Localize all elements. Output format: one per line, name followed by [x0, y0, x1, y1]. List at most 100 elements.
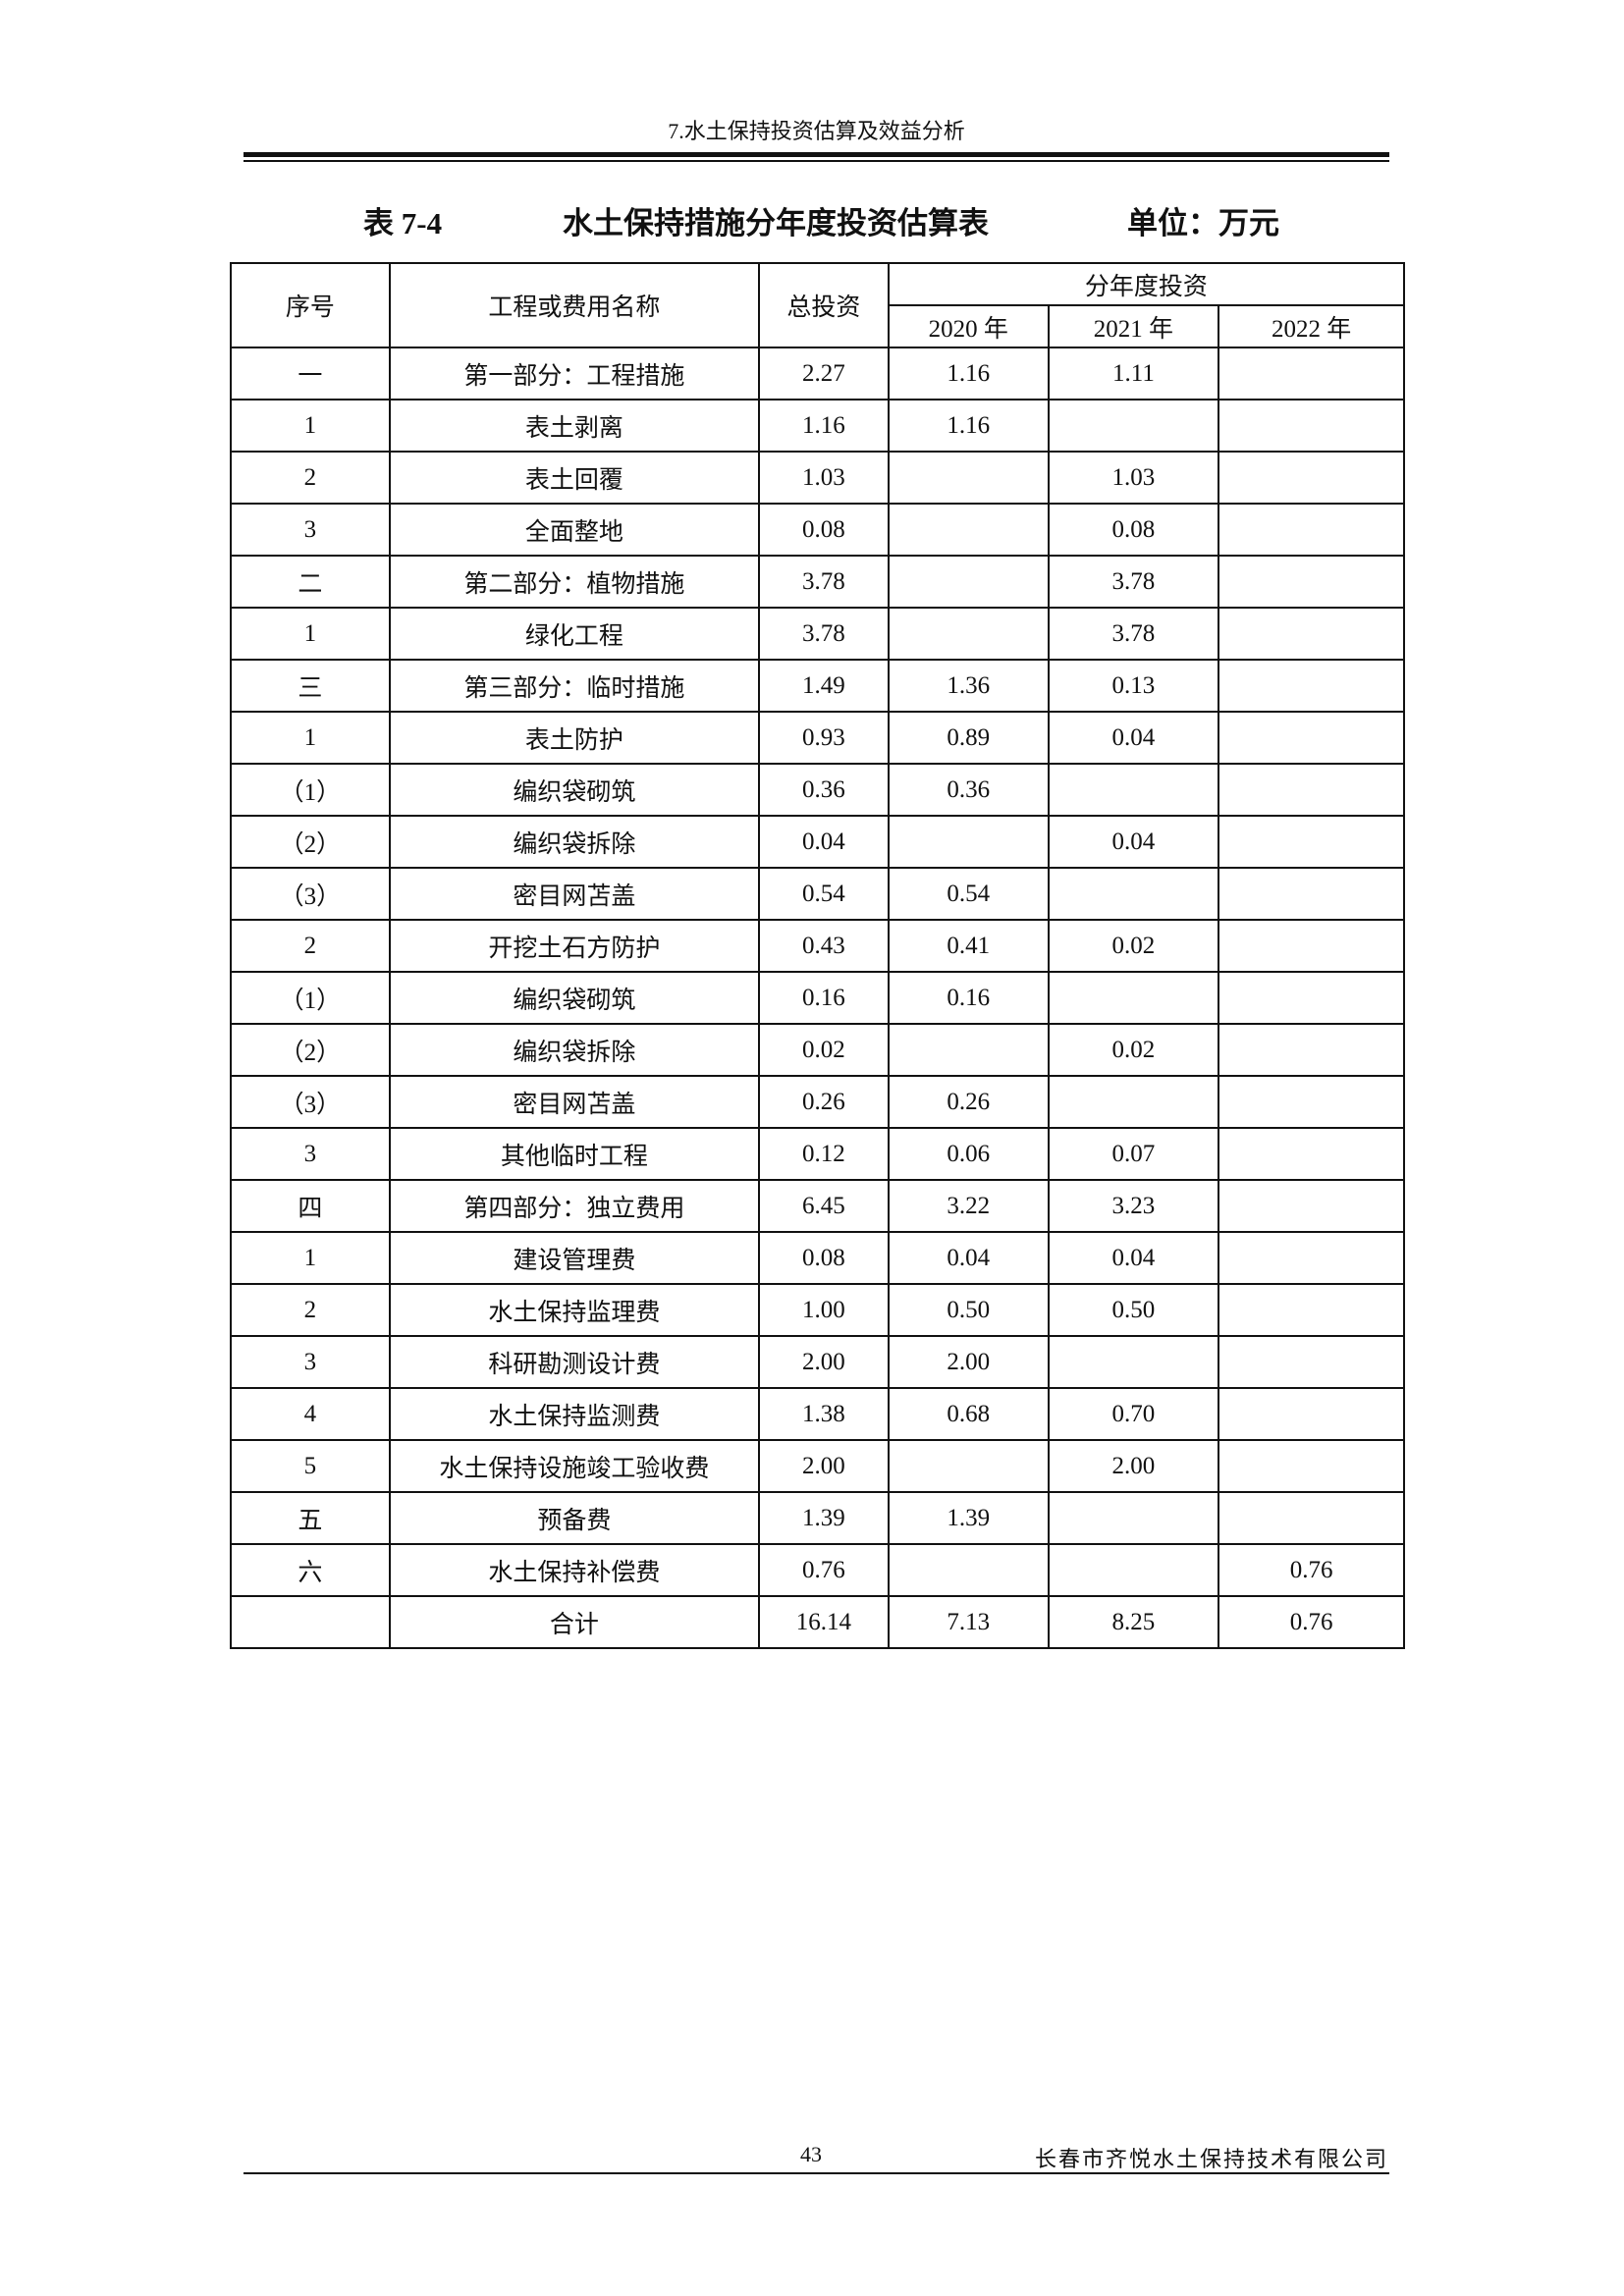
- cell-y2022: [1218, 919, 1405, 973]
- table-row: 2 开挖土石方防护 0.43 0.41 0.02: [230, 919, 1405, 973]
- cell-seq: [230, 1595, 391, 1649]
- cell-y2022: [1218, 815, 1405, 869]
- cell-y2022: [1218, 451, 1405, 505]
- table-number: 表 7-4: [363, 206, 443, 240]
- cell-name: 水土保持补偿费: [388, 1543, 761, 1597]
- header-seq: 序号: [230, 262, 391, 348]
- cell-y2020: 0.16: [887, 971, 1050, 1025]
- cell-total: 6.45: [758, 1179, 890, 1233]
- cell-total: 2.00: [758, 1439, 890, 1493]
- cell-y2021: 1.11: [1047, 347, 1220, 400]
- cell-y2022: 0.76: [1218, 1543, 1405, 1597]
- cell-y2021: [1047, 1491, 1220, 1545]
- cell-name: 开挖土石方防护: [388, 919, 761, 973]
- cell-name: 密目网苫盖: [388, 1075, 761, 1129]
- cell-name: 科研勘测设计费: [388, 1335, 761, 1389]
- cell-total: 0.43: [758, 919, 890, 973]
- table-row: 1 绿化工程 3.78 3.78: [230, 607, 1405, 661]
- cell-total: 16.14: [758, 1595, 890, 1649]
- cell-seq: 3: [230, 1127, 391, 1181]
- cell-seq: 2: [230, 919, 391, 973]
- cell-total: 1.03: [758, 451, 890, 505]
- table-row: 1 表土剥离 1.16 1.16: [230, 399, 1405, 453]
- cell-y2021: 0.04: [1047, 1231, 1220, 1285]
- cell-y2020: 1.39: [887, 1491, 1050, 1545]
- cell-total: 0.16: [758, 971, 890, 1025]
- cell-y2022: [1218, 503, 1405, 557]
- cell-y2022: [1218, 1231, 1405, 1285]
- cell-name: 密目网苫盖: [388, 867, 761, 921]
- cell-y2021: [1047, 763, 1220, 817]
- cell-y2021: 3.78: [1047, 607, 1220, 661]
- cell-y2021: 0.02: [1047, 1023, 1220, 1077]
- table-row: 三第三部分：临时措施 1.49 1.36 0.13: [230, 659, 1405, 713]
- cell-y2022: [1218, 711, 1405, 765]
- cell-name: 全面整地: [388, 503, 761, 557]
- cell-name: 编织袋拆除: [388, 1023, 761, 1077]
- cell-y2021: 0.13: [1047, 659, 1220, 713]
- table-row: （1） 编织袋砌筑 0.16 0.16: [230, 971, 1405, 1025]
- table-title: 水土保持措施分年度投资估算表: [563, 206, 989, 240]
- cell-total: 0.04: [758, 815, 890, 869]
- cell-y2022: [1218, 1127, 1405, 1181]
- cell-y2021: 8.25: [1047, 1595, 1220, 1649]
- cell-seq: 5: [230, 1439, 391, 1493]
- cell-y2022: [1218, 1179, 1405, 1233]
- cell-seq: （2）: [230, 1023, 391, 1077]
- cell-y2020: 0.41: [887, 919, 1050, 973]
- cell-name: 建设管理费: [388, 1231, 761, 1285]
- cell-seq: 二: [230, 555, 391, 609]
- cell-y2022: [1218, 971, 1405, 1025]
- header-2022: 2022 年: [1218, 304, 1405, 348]
- cell-y2022: [1218, 1439, 1405, 1493]
- cell-seq: （1）: [230, 763, 391, 817]
- cell-total: 0.36: [758, 763, 890, 817]
- table-row: （3） 密目网苫盖 0.54 0.54: [230, 867, 1405, 921]
- cell-y2022: [1218, 1075, 1405, 1129]
- cell-total: 1.16: [758, 399, 890, 453]
- cell-total: 1.38: [758, 1387, 890, 1441]
- cell-name: 第四部分：独立费用: [388, 1179, 761, 1233]
- cell-y2020: [887, 555, 1050, 609]
- cell-seq: 1: [230, 399, 391, 453]
- cell-y2020: 0.68: [887, 1387, 1050, 1441]
- cell-name: 水土保持监测费: [388, 1387, 761, 1441]
- cell-name: 其他临时工程: [388, 1127, 761, 1181]
- cell-name: 表土防护: [388, 711, 761, 765]
- cell-y2022: [1218, 659, 1405, 713]
- cell-name: 预备费: [388, 1491, 761, 1545]
- cell-total: 3.78: [758, 555, 890, 609]
- cell-seq: （3）: [230, 1075, 391, 1129]
- cell-y2021: 3.23: [1047, 1179, 1220, 1233]
- cell-name: 表土剥离: [388, 399, 761, 453]
- cell-y2020: 0.26: [887, 1075, 1050, 1129]
- cell-y2020: 1.36: [887, 659, 1050, 713]
- cell-total: 0.93: [758, 711, 890, 765]
- cell-seq: （3）: [230, 867, 391, 921]
- cell-y2021: [1047, 867, 1220, 921]
- cell-seq: 一: [230, 347, 391, 400]
- cell-y2022: [1218, 555, 1405, 609]
- cell-seq: 1: [230, 607, 391, 661]
- header-name: 工程或费用名称: [388, 262, 761, 348]
- cell-total: 1.39: [758, 1491, 890, 1545]
- table-row: 3 全面整地 0.08 0.08: [230, 503, 1405, 557]
- cell-name: 表土回覆: [388, 451, 761, 505]
- cell-seq: 四: [230, 1179, 391, 1233]
- cell-total: 0.02: [758, 1023, 890, 1077]
- cell-y2020: 0.36: [887, 763, 1050, 817]
- cell-y2020: 1.16: [887, 399, 1050, 453]
- table-row: 五预备费 1.39 1.39: [230, 1491, 1405, 1545]
- footer-rule: [244, 2172, 1389, 2174]
- cell-y2020: 0.04: [887, 1231, 1050, 1285]
- cell-y2021: 0.02: [1047, 919, 1220, 973]
- table-row: （1） 编织袋砌筑 0.36 0.36: [230, 763, 1405, 817]
- cell-y2020: 0.50: [887, 1283, 1050, 1337]
- cell-name: 水土保持设施竣工验收费: [388, 1439, 761, 1493]
- table-row: 二第二部分：植物措施 3.78 3.78: [230, 555, 1405, 609]
- cell-y2021: 0.04: [1047, 815, 1220, 869]
- cell-total: 3.78: [758, 607, 890, 661]
- cell-y2021: 0.04: [1047, 711, 1220, 765]
- table-row: 四第四部分：独立费用 6.45 3.22 3.23: [230, 1179, 1405, 1233]
- table-row: （3） 密目网苫盖 0.26 0.26: [230, 1075, 1405, 1129]
